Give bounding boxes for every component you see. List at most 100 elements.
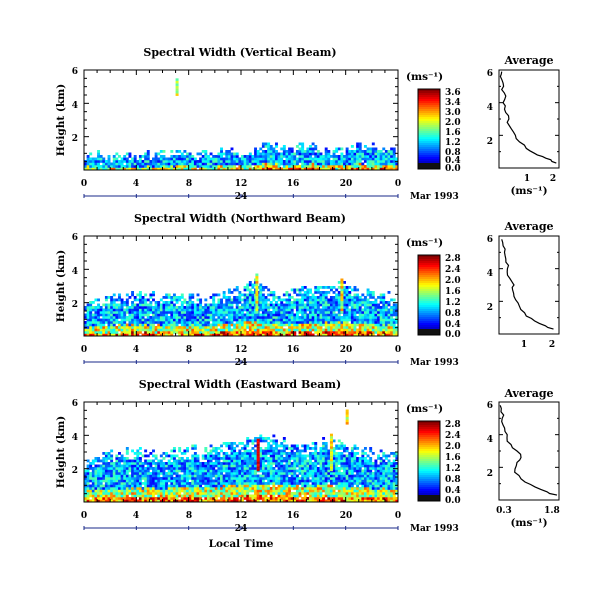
heat-cell: [335, 303, 339, 307]
heat-cell: [255, 281, 259, 284]
heat-cell: [144, 308, 148, 312]
heat-cell: [214, 464, 218, 468]
heat-cell: [235, 333, 239, 337]
heat-cell: [84, 497, 87, 500]
heat-cell: [316, 479, 320, 483]
heat-cell: [277, 155, 281, 158]
heat-cell: [193, 499, 197, 503]
heat-cell: [180, 462, 184, 465]
heat-cell: [206, 494, 210, 498]
heat-cell: [241, 454, 244, 458]
heat-cell: [324, 484, 328, 488]
heat-cell: [301, 318, 305, 322]
heat-cell: [172, 487, 176, 490]
heat-cell: [214, 477, 218, 480]
heat-cell: [120, 298, 124, 302]
heat-cell: [144, 162, 148, 166]
heat-cell: [123, 331, 127, 334]
heat-cell: [285, 298, 289, 302]
heat-cell: [269, 482, 273, 485]
heat-cell: [138, 462, 142, 465]
heat-cell: [175, 160, 179, 163]
heat-cell: [191, 487, 195, 490]
heat-cell: [293, 499, 297, 503]
heat-cell: [128, 469, 132, 473]
heat-cell: [379, 157, 383, 161]
heat-cell: [167, 165, 171, 168]
date-label-northward: Mar 1993: [410, 358, 459, 368]
heat-cell: [206, 472, 210, 475]
heat-cell: [387, 167, 391, 171]
heat-cell: [199, 467, 203, 470]
heat-cell: [264, 449, 268, 453]
heat-cell: [159, 462, 163, 465]
heat-cell: [162, 157, 166, 161]
heat-cell: [102, 452, 106, 455]
heat-cell: [303, 155, 307, 158]
heat-cell: [107, 306, 111, 309]
heat-cell: [149, 308, 153, 312]
heat-cell: [186, 157, 189, 161]
heat-cell: [243, 497, 247, 500]
heat-cell: [86, 313, 90, 317]
heat-cell: [91, 316, 95, 319]
heat-cell: [196, 323, 200, 327]
heat-cell: [264, 499, 268, 503]
heat-cell: [125, 499, 129, 503]
heat-cell: [112, 167, 116, 171]
heat-cell: [230, 311, 234, 314]
heat-cell: [303, 479, 307, 483]
heat-cell: [146, 150, 150, 153]
heat-cell: [327, 469, 331, 473]
heat-cell: [384, 321, 388, 324]
heat-cell: [264, 489, 268, 493]
heat-cell: [314, 152, 318, 156]
heat-cell: [259, 291, 263, 294]
heat-cell: [125, 464, 129, 468]
heat-cell: [314, 489, 318, 493]
heat-cell: [227, 160, 231, 163]
heat-cell: [293, 452, 297, 455]
heat-cell: [209, 331, 213, 334]
heat-cell: [254, 439, 257, 443]
heat-cell: [322, 323, 326, 327]
heat-cell: [264, 162, 268, 166]
colorbar-frame: [417, 88, 441, 170]
heat-cell: [178, 155, 182, 158]
heat-cell: [295, 479, 299, 483]
heat-cell: [277, 306, 281, 309]
colorbar-step: [418, 113, 440, 116]
heat-cell: [235, 494, 239, 498]
heat-cell: [165, 160, 169, 163]
heat-cell: [243, 487, 247, 490]
heat-cell: [225, 306, 229, 309]
heat-cell: [214, 318, 218, 322]
heat-cell: [183, 318, 187, 322]
heat-cell: [94, 313, 98, 317]
heat-cell: [141, 482, 145, 485]
heat-cell: [212, 479, 216, 483]
heat-cell: [131, 462, 135, 465]
heat-cell: [285, 291, 289, 294]
heat-cell: [251, 318, 255, 322]
cbar-tick-4-northward: 1.2: [445, 298, 461, 308]
heat-cell: [288, 333, 292, 337]
heat-cell: [261, 494, 265, 498]
heat-cell: [371, 331, 375, 334]
heat-cell: [172, 472, 176, 475]
heat-cell: [267, 147, 271, 151]
heat-cell: [259, 328, 263, 332]
heat-cell: [335, 313, 339, 317]
heat-cell: [157, 321, 161, 324]
heat-cell: [358, 150, 362, 153]
heat-cell: [324, 469, 328, 473]
heat-cell: [186, 167, 189, 171]
colorbar-step: [418, 315, 440, 318]
heat-cell: [241, 165, 244, 168]
heat-cell: [157, 323, 161, 327]
heat-cell: [277, 165, 281, 168]
heat-cell: [309, 459, 312, 463]
heat-cell: [329, 333, 333, 337]
heat-cell: [235, 469, 239, 473]
heat-cell: [246, 462, 250, 465]
